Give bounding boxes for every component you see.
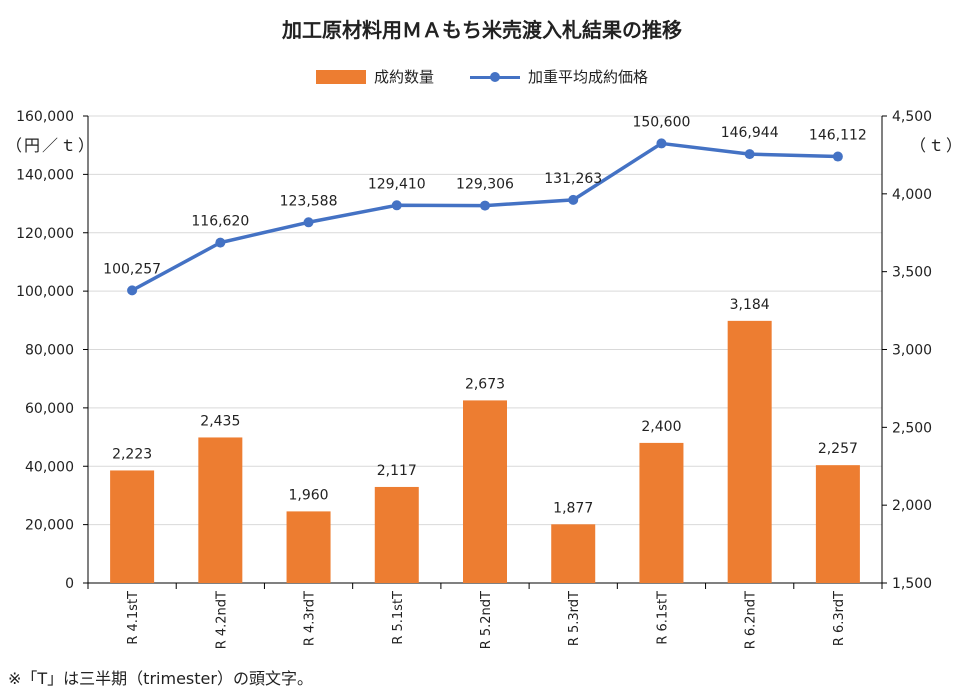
bar (375, 487, 419, 583)
left-tick-label: 20,000 (25, 518, 74, 534)
price-point (480, 201, 490, 211)
chart-root: 加工原材料用ＭＡもち米売渡入札結果の推移 成約数量 加重平均成約価格 （円／ｔ）… (0, 0, 964, 693)
price-point (392, 200, 402, 210)
category-label: R 6.3rdT (832, 591, 847, 646)
category-label: R 4.2ndT (214, 591, 229, 649)
price-value-label: 146,944 (721, 125, 779, 141)
bar-value-label: 2,223 (112, 446, 152, 462)
price-point (215, 238, 225, 248)
bar (551, 524, 595, 583)
footnote: ※「T」は三半期（trimester）の頭文字。 (8, 665, 313, 689)
price-point (304, 217, 314, 227)
right-tick-label: 3,000 (892, 343, 932, 359)
left-tick-label: 40,000 (25, 459, 74, 475)
right-tick-label: 4,500 (892, 109, 932, 125)
left-tick-label: 60,000 (25, 401, 74, 417)
category-label: R 4.3rdT (303, 591, 318, 646)
bar-value-label: 2,257 (818, 441, 858, 457)
price-point (568, 195, 578, 205)
left-tick-label: 160,000 (16, 109, 74, 125)
price-point (127, 285, 137, 295)
bar (287, 511, 331, 583)
bar (728, 321, 772, 583)
category-label: R 5.3rdT (567, 591, 582, 646)
left-tick-label: 100,000 (16, 284, 74, 300)
bar (198, 437, 242, 583)
bar-value-label: 2,117 (377, 463, 417, 479)
category-label: R 5.1stT (391, 591, 406, 645)
bar (816, 465, 860, 583)
price-value-label: 116,620 (191, 214, 249, 230)
price-value-label: 129,410 (368, 176, 426, 192)
right-tick-label: 2,000 (892, 498, 932, 514)
bar (110, 470, 154, 583)
right-tick-label: 2,500 (892, 420, 932, 436)
bar-value-label: 1,960 (289, 487, 329, 503)
bar-value-label: 2,673 (465, 376, 505, 392)
category-label: R 6.2ndT (744, 591, 759, 649)
right-tick-label: 4,000 (892, 187, 932, 203)
left-tick-label: 0 (65, 576, 74, 592)
chart-plot: 0 20,000 40,000 60,000 80,000 100,000 120,000 1… (0, 0, 964, 693)
right-tick-label: 3,500 (892, 265, 932, 281)
bar-value-label: 3,184 (730, 297, 770, 313)
left-tick-label: 140,000 (16, 167, 74, 183)
bar-value-label: 2,435 (200, 413, 240, 429)
bar-value-label: 2,400 (641, 419, 681, 435)
price-value-label: 146,112 (809, 128, 867, 144)
category-label: R 4.1stT (126, 591, 141, 645)
category-label: R 5.2ndT (479, 591, 494, 649)
category-label: R 6.1stT (655, 591, 670, 645)
left-tick-label: 80,000 (25, 343, 74, 359)
price-value-label: 131,263 (544, 171, 602, 187)
price-point (833, 152, 843, 162)
price-value-label: 100,257 (103, 261, 161, 277)
price-value-label: 129,306 (456, 177, 514, 193)
price-point (656, 138, 666, 148)
right-tick-label: 1,500 (892, 576, 932, 592)
price-value-label: 123,588 (280, 193, 338, 209)
price-value-label: 150,600 (632, 114, 690, 130)
bar (463, 400, 507, 583)
price-point (745, 149, 755, 159)
left-tick-label: 120,000 (16, 226, 74, 242)
bar (639, 443, 683, 583)
bar-value-label: 1,877 (553, 500, 593, 516)
